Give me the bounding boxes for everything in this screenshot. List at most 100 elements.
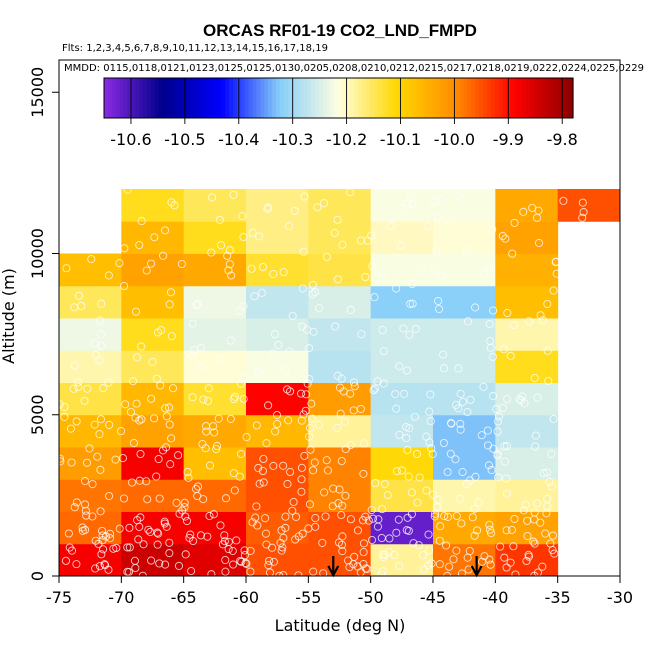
- sample-point: [291, 535, 300, 544]
- sample-point: [423, 561, 433, 570]
- sample-point: [274, 340, 283, 350]
- sample-point: [433, 502, 442, 511]
- colorbar-segment: [162, 78, 168, 118]
- sample-point: [55, 454, 64, 463]
- sample-point: [552, 257, 561, 266]
- sample-point: [439, 350, 448, 359]
- colorbar-segment: [541, 78, 547, 118]
- colorbar-segment: [318, 78, 324, 118]
- sample-point: [303, 379, 312, 388]
- sample-point: [435, 536, 444, 545]
- sample-point: [257, 288, 266, 297]
- sample-point: [127, 478, 137, 487]
- sample-point: [444, 218, 453, 227]
- sample-point: [464, 317, 473, 326]
- sample-point: [150, 233, 159, 242]
- colorbar-segment: [510, 78, 515, 118]
- sample-point: [187, 351, 197, 360]
- sample-point: [166, 460, 175, 469]
- sample-point: [487, 465, 496, 475]
- colorbar-segment: [221, 78, 226, 118]
- sample-point: [502, 526, 511, 535]
- sample-point: [90, 420, 99, 429]
- heatmap-cell: [246, 382, 309, 416]
- colorbar-segment: [299, 78, 304, 118]
- chart-title: ORCAS RF01-19 CO2_LND_FMPD: [203, 21, 477, 40]
- sample-point: [230, 486, 239, 495]
- colorbar-segment: [244, 78, 250, 118]
- colorbar-segment: [272, 78, 277, 118]
- sample-point: [430, 264, 439, 273]
- heatmap-cell: [433, 318, 496, 351]
- sample-point: [371, 479, 380, 488]
- sample-point: [307, 414, 317, 423]
- sample-point: [543, 299, 552, 309]
- sample-point: [90, 339, 99, 348]
- sample-point: [386, 221, 395, 230]
- sample-point: [391, 390, 400, 399]
- sample-point: [337, 540, 346, 549]
- sample-point: [297, 475, 306, 484]
- sample-point: [95, 562, 104, 571]
- sample-point: [143, 495, 152, 504]
- sample-point: [394, 515, 403, 524]
- sample-point: [395, 362, 404, 371]
- sample-point: [190, 345, 199, 355]
- sample-point: [242, 559, 251, 568]
- sample-point: [443, 467, 452, 477]
- heatmap-cell: [183, 253, 247, 287]
- heatmap-cell: [370, 350, 434, 383]
- sample-point: [97, 299, 106, 308]
- colorbar-segment: [174, 78, 179, 118]
- colorbar-segment: [440, 78, 445, 118]
- sample-point: [370, 384, 379, 393]
- sample-point: [280, 365, 290, 374]
- sample-point: [161, 404, 170, 413]
- colorbar-tick-label: -10.2: [326, 130, 367, 149]
- x-tick-label: -45: [420, 588, 446, 607]
- sample-point: [488, 392, 498, 401]
- sample-point: [241, 558, 250, 568]
- sample-point: [70, 361, 79, 370]
- colorbar-segment: [279, 78, 285, 118]
- colorbar-segment: [256, 78, 261, 118]
- sample-point: [72, 560, 81, 569]
- colorbar-segment: [358, 78, 363, 118]
- sample-point: [502, 441, 512, 451]
- sample-point: [520, 399, 529, 408]
- colorbar-segment: [287, 78, 293, 118]
- colorbar-segment: [455, 78, 461, 118]
- sample-point: [464, 565, 473, 574]
- sample-point: [285, 347, 294, 356]
- heatmap-cell: [370, 253, 434, 287]
- sample-point: [536, 518, 545, 527]
- sample-point: [493, 451, 502, 460]
- heatmap-cell: [370, 414, 434, 448]
- sample-point: [479, 382, 488, 391]
- sample-point: [202, 427, 211, 436]
- sample-point: [483, 426, 492, 435]
- sample-point: [367, 506, 376, 515]
- colorbar-segment: [424, 78, 429, 118]
- sample-point: [72, 498, 81, 507]
- sample-point: [91, 564, 100, 573]
- sample-point: [536, 311, 545, 320]
- sample-point: [462, 479, 471, 488]
- colorbar-segment: [311, 78, 316, 118]
- sample-point: [360, 439, 369, 448]
- sample-point: [271, 427, 280, 436]
- sample-point: [413, 498, 422, 507]
- sample-point: [247, 264, 256, 273]
- sample-point: [119, 494, 129, 503]
- sample-point: [227, 271, 236, 280]
- sample-point: [318, 538, 327, 547]
- sample-point: [549, 286, 558, 295]
- colorbar-segment: [346, 78, 351, 118]
- sample-point: [235, 472, 244, 481]
- sample-point: [286, 387, 295, 396]
- colorbar-segment: [498, 78, 504, 118]
- sample-point: [221, 494, 231, 503]
- sample-point: [187, 567, 196, 576]
- colorbar-segment: [217, 78, 222, 118]
- sample-point: [321, 512, 330, 521]
